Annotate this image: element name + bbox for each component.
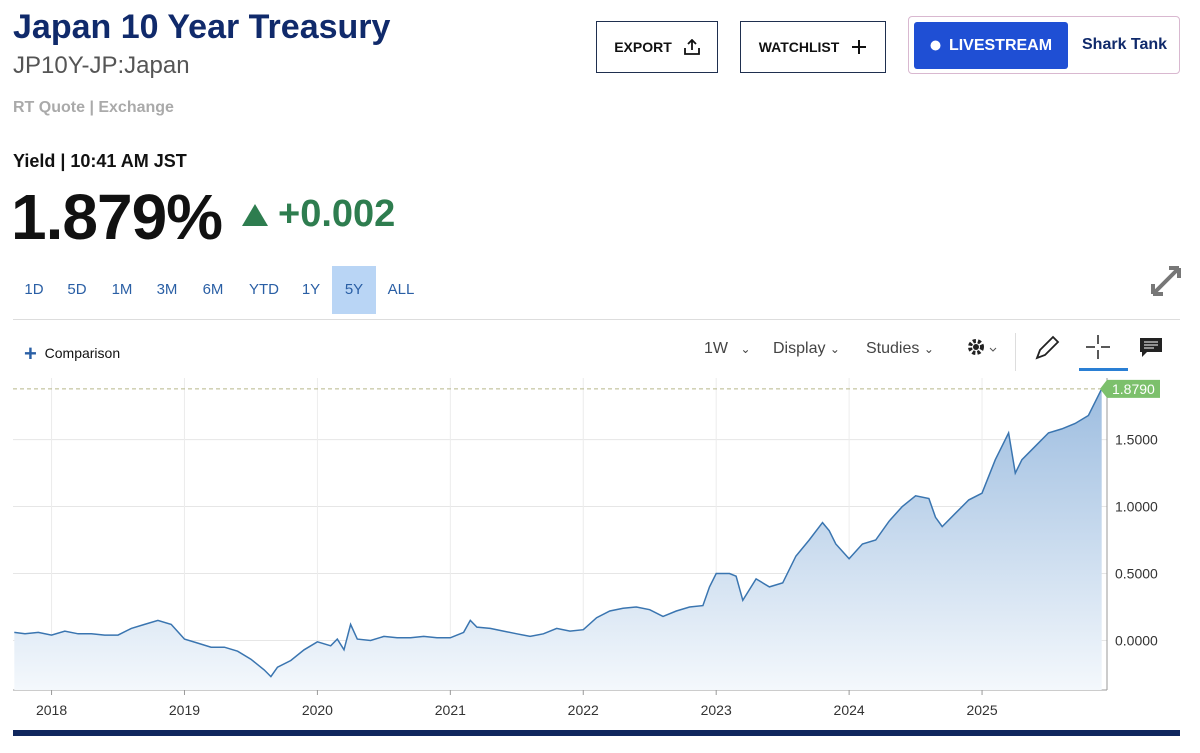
active-tool bbox=[1079, 368, 1128, 371]
draw-icon[interactable] bbox=[1034, 335, 1060, 361]
crosshair-icon[interactable] bbox=[1086, 335, 1110, 359]
studies-menu[interactable]: Studies ⌄ bbox=[866, 340, 934, 357]
x-tick-label: 2025 bbox=[966, 702, 997, 718]
x-tick-label: 2020 bbox=[302, 702, 333, 718]
quote-info: RT Quote | Exchange bbox=[13, 99, 174, 116]
show-link[interactable]: Shark Tank bbox=[1082, 36, 1168, 53]
price: 1.879% bbox=[11, 181, 223, 253]
settings-icon[interactable] bbox=[966, 336, 1002, 360]
range-tab[interactable]: ALL bbox=[387, 281, 415, 298]
comment-icon[interactable] bbox=[1139, 337, 1163, 359]
title: Japan 10 Year Treasury bbox=[13, 8, 391, 46]
y-tick-label: 0.5000 bbox=[1115, 566, 1158, 582]
line bbox=[14, 388, 1103, 678]
x-tick-label: 2019 bbox=[169, 702, 200, 718]
x-tick-label: 2024 bbox=[834, 702, 865, 718]
comparison-label: Comparison bbox=[44, 345, 121, 361]
bottom-bar bbox=[13, 730, 1180, 736]
watchlist-label: WATCHLIST bbox=[758, 39, 840, 55]
export-button[interactable]: EXPORT bbox=[596, 21, 718, 73]
interval-label: 1W bbox=[704, 340, 728, 357]
range-tab[interactable]: 5Y bbox=[332, 266, 376, 314]
plus-sign: + bbox=[24, 341, 37, 366]
range-tab[interactable]: YTD bbox=[249, 281, 279, 298]
yield-label: Yield | 10:41 AM JST bbox=[13, 151, 187, 171]
plus-icon bbox=[852, 40, 867, 54]
livestream-label: LIVESTREAM bbox=[948, 36, 1053, 54]
divider bbox=[13, 319, 1180, 320]
expand-icon[interactable] bbox=[1150, 265, 1182, 297]
watchlist-button[interactable]: WATCHLIST bbox=[740, 21, 886, 73]
range-tab[interactable]: 3M bbox=[156, 281, 178, 298]
x-tick-label: 2021 bbox=[435, 702, 466, 718]
last-value-tag bbox=[1100, 379, 1160, 398]
up-arrow bbox=[242, 204, 268, 226]
toolbar-divider bbox=[1015, 333, 1016, 371]
studies-label: Studies bbox=[866, 340, 920, 357]
change: +0.002 bbox=[278, 193, 396, 235]
display-label: Display bbox=[773, 340, 826, 357]
y-tick-label: 1.0000 bbox=[1115, 499, 1158, 515]
range-tab[interactable]: 1D bbox=[24, 281, 44, 298]
export-label: EXPORT bbox=[614, 39, 672, 55]
y-tick-label: 1.5000 bbox=[1115, 432, 1158, 448]
x-tick-label: 2022 bbox=[568, 702, 599, 718]
display-menu[interactable]: Display ⌄ bbox=[773, 340, 840, 357]
range-tab[interactable]: 1Y bbox=[301, 281, 321, 298]
range-tab[interactable]: 6M bbox=[202, 281, 224, 298]
livestream-button[interactable]: LIVESTREAM bbox=[914, 22, 1068, 69]
live-box bbox=[908, 16, 1180, 74]
range-tab[interactable]: 5D bbox=[67, 281, 87, 298]
range-tab[interactable]: 1M bbox=[111, 281, 133, 298]
area-fill bbox=[14, 388, 1102, 690]
live-dot bbox=[930, 40, 941, 51]
last-value-label: 1.8790 bbox=[1112, 381, 1155, 397]
export-icon bbox=[683, 39, 700, 55]
chart: 0.0000 0.5000 1.0000 1.5000 2018 2019 2020 2021… bbox=[13, 378, 1180, 736]
x-tick-label: 2023 bbox=[701, 702, 732, 718]
x-tick-label: 2018 bbox=[36, 702, 67, 718]
comparison-button[interactable]: + Comparison bbox=[24, 341, 120, 367]
symbol: JP10Y-JP:Japan bbox=[13, 52, 190, 79]
y-tick-label: 0.0000 bbox=[1115, 632, 1158, 648]
interval-menu[interactable]: 1W ⌄ bbox=[704, 340, 751, 357]
